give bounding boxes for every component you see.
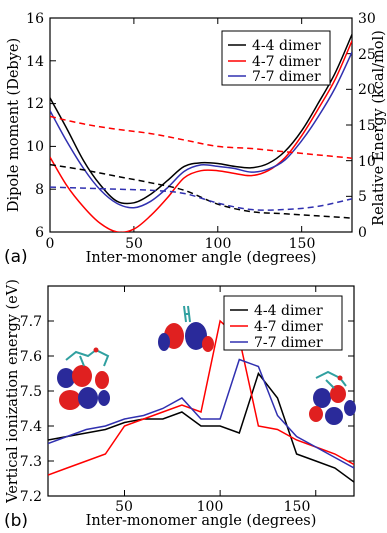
y2tick-a-0: 0 <box>358 225 367 241</box>
ytick-a-3: 12 <box>26 96 44 112</box>
y2tick-a-6: 30 <box>358 11 376 27</box>
ytick-b-3: 7.5 <box>20 384 42 400</box>
xtick-b-2: 150 <box>284 499 311 515</box>
legend-box-b <box>223 295 343 351</box>
legend-label-a-0: 4-4 dimer <box>252 38 321 54</box>
ylabel-a: Dipole moment (Debye) <box>6 38 22 212</box>
ylabel-b: Vertical ionization energy (eV) <box>5 279 21 504</box>
legend-label-b-1: 4-7 dimer <box>254 319 323 335</box>
ytick-a-1: 8 <box>35 182 44 198</box>
xlabel-a: Inter-monomer angle (degrees) <box>86 250 317 266</box>
y2tick-a-2: 10 <box>358 154 376 170</box>
ytick-b-5: 7.7 <box>20 314 42 330</box>
xtick-a-0: 0 <box>46 236 55 252</box>
series-line-a-4 <box>50 115 352 159</box>
orbital-image-right <box>309 370 356 425</box>
legend-label-b-0: 4-4 dimer <box>254 303 323 319</box>
series-line-a-5 <box>50 186 352 211</box>
ytick-a-5: 16 <box>26 11 44 27</box>
series-line-a-1 <box>50 40 352 232</box>
legend-a: 4-4 dimer 4-7 dimer 7-7 dimer <box>221 30 331 86</box>
series-line-a-3 <box>50 163 352 219</box>
series-line-b-2 <box>48 358 354 469</box>
series-line-b-0 <box>48 371 354 483</box>
series-line-a-0 <box>50 34 352 205</box>
orbital-image-left <box>57 347 110 410</box>
xtick-b-0: 50 <box>115 499 133 515</box>
orbital-image-center <box>158 305 214 352</box>
ytick-b-1: 7.3 <box>20 454 42 470</box>
series-line-a-2 <box>50 51 352 209</box>
series-group-a <box>50 34 352 232</box>
legend-label-a-1: 4-7 dimer <box>252 54 321 70</box>
legend-label-b-2: 7-7 dimer <box>254 335 323 351</box>
y2tick-a-3: 15 <box>358 118 376 134</box>
y2tick-a-4: 20 <box>358 82 376 98</box>
ytick-b-0: 7.2 <box>20 489 42 505</box>
ytick-b-4: 7.6 <box>20 349 42 365</box>
xtick-a-3: 150 <box>289 236 316 252</box>
xtick-b-1: 100 <box>197 499 224 515</box>
y2tick-a-1: 5 <box>358 189 367 205</box>
xtick-a-1: 50 <box>125 236 143 252</box>
panel-label-a: (a) <box>4 247 28 267</box>
legend-label-a-2: 7-7 dimer <box>252 69 321 85</box>
legend-b: 4-4 dimer 4-7 dimer 7-7 dimer <box>223 295 343 351</box>
y2label-a: Relative Energy (kcal/mol) <box>371 30 387 226</box>
series-line-b-1 <box>48 319 354 476</box>
ytick-b-2: 7.4 <box>20 419 42 435</box>
ticks-a <box>49 17 352 233</box>
xlabel-b: Inter-monomer angle (degrees) <box>86 513 317 529</box>
panel-label-b: (b) <box>4 511 28 531</box>
ytick-a-0: 6 <box>35 225 44 241</box>
series-group-b <box>48 319 354 483</box>
ytick-a-4: 14 <box>26 54 44 70</box>
xtick-a-2: 100 <box>205 236 232 252</box>
ytick-a-2: 10 <box>26 139 44 155</box>
y2tick-a-5: 25 <box>358 47 376 63</box>
